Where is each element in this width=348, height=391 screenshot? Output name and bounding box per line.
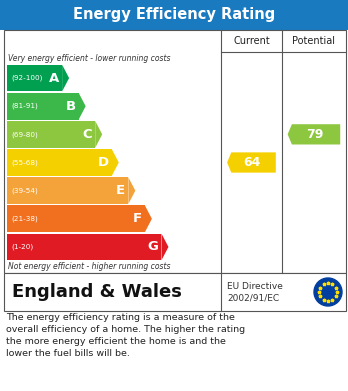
Text: (1-20): (1-20) — [11, 244, 33, 250]
Bar — [4, 273, 346, 311]
Circle shape — [314, 278, 342, 306]
Text: The energy efficiency rating is a measure of the
overall efficiency of a home. T: The energy efficiency rating is a measur… — [6, 313, 245, 359]
Text: (92-100): (92-100) — [11, 75, 42, 81]
Polygon shape — [112, 149, 119, 176]
Text: Very energy efficient - lower running costs: Very energy efficient - lower running co… — [8, 54, 171, 63]
Polygon shape — [79, 93, 86, 120]
Polygon shape — [62, 65, 69, 91]
Polygon shape — [95, 121, 102, 148]
Text: (69-80): (69-80) — [11, 131, 38, 138]
Text: G: G — [148, 240, 158, 253]
Text: Energy Efficiency Rating: Energy Efficiency Rating — [73, 7, 275, 23]
Text: (81-91): (81-91) — [11, 103, 38, 109]
Text: (21-38): (21-38) — [11, 215, 38, 222]
Polygon shape — [288, 124, 340, 145]
Text: A: A — [49, 72, 59, 84]
Bar — [7, 233, 161, 260]
Text: D: D — [98, 156, 109, 169]
Polygon shape — [227, 152, 276, 173]
Text: EU Directive
2002/91/EC: EU Directive 2002/91/EC — [227, 282, 283, 302]
Text: F: F — [133, 212, 142, 225]
Text: C: C — [82, 128, 92, 141]
Polygon shape — [161, 233, 168, 260]
Bar — [0, 0, 348, 30]
Text: England & Wales: England & Wales — [12, 283, 182, 301]
Text: 64: 64 — [244, 156, 261, 169]
Bar — [7, 205, 145, 232]
Text: (55-68): (55-68) — [11, 159, 38, 166]
Text: B: B — [65, 100, 76, 113]
Text: (39-54): (39-54) — [11, 187, 38, 194]
Text: Not energy efficient - higher running costs: Not energy efficient - higher running co… — [8, 262, 171, 271]
Bar — [7, 178, 128, 204]
Polygon shape — [128, 178, 135, 204]
Polygon shape — [145, 205, 152, 232]
Bar — [7, 149, 112, 176]
Bar — [7, 65, 62, 91]
Text: Potential: Potential — [292, 36, 335, 46]
Text: 79: 79 — [306, 128, 324, 141]
Text: E: E — [116, 184, 125, 197]
Bar — [7, 93, 79, 120]
Text: Current: Current — [233, 36, 270, 46]
Bar — [7, 121, 95, 148]
Bar — [4, 30, 346, 273]
